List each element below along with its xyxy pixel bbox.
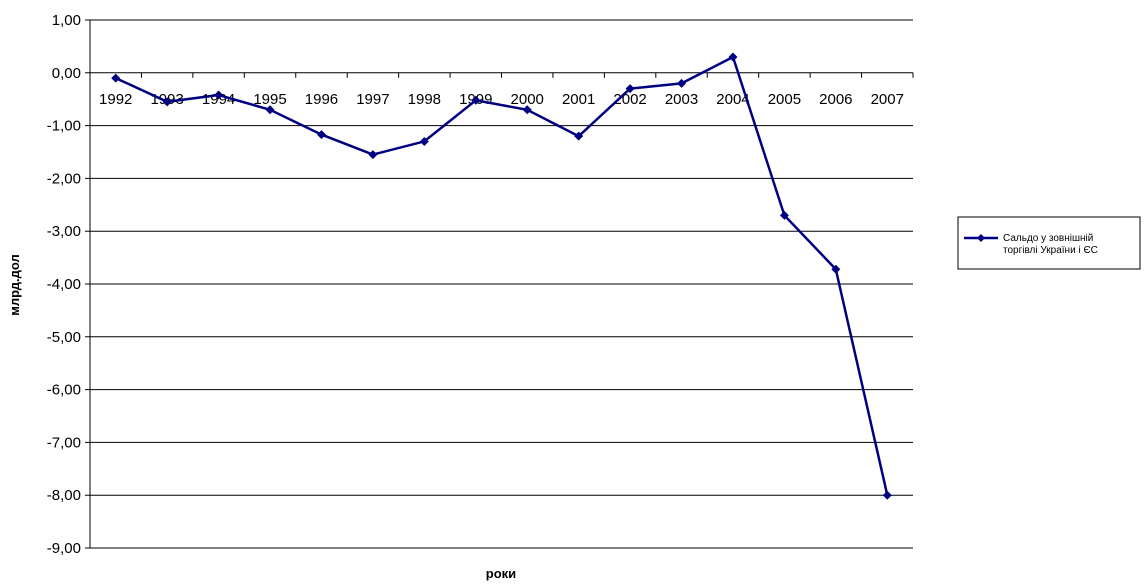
x-tick-label: 1998	[408, 91, 441, 108]
data-point-marker	[265, 105, 275, 115]
series-line	[115, 55, 889, 496]
data-point-marker	[214, 90, 224, 100]
legend-marker-swatch	[977, 234, 985, 242]
y-axis-title: млрд.дол	[7, 254, 22, 315]
x-tick-label: 1997	[356, 91, 389, 108]
y-tick-label: -6,00	[47, 382, 81, 399]
data-point-marker	[677, 78, 687, 88]
legend-label-line2: торгівлі України і ЄС	[1003, 245, 1098, 256]
y-tick-label: -1,00	[47, 118, 81, 135]
legend-box	[957, 216, 1141, 270]
x-tick-label: 2005	[768, 91, 801, 108]
data-point-marker	[316, 130, 326, 140]
y-tick-label: -4,00	[47, 276, 81, 293]
y-tick-label: 0,00	[52, 65, 81, 82]
x-axis-title: роки	[486, 566, 516, 581]
legend-label-line1: Сальдо у зовнішній	[1003, 233, 1093, 244]
y-tick-label: -8,00	[47, 487, 81, 504]
y-tick-label: 1,00	[52, 12, 81, 29]
data-point-marker	[831, 264, 841, 274]
data-point-marker	[419, 136, 429, 146]
data-point-marker	[471, 95, 481, 105]
data-point-marker	[162, 97, 172, 107]
x-tick-label: 2003	[665, 91, 698, 108]
x-tick-label: 2006	[819, 91, 852, 108]
data-point-marker	[522, 105, 532, 115]
data-point-marker	[368, 150, 378, 160]
x-tick-label: 1992	[99, 91, 132, 108]
x-tick-label: 1996	[305, 91, 338, 108]
legend: Сальдо у зовнішній торгівлі України і ЄС	[957, 216, 1141, 270]
x-tick-label: 2001	[562, 91, 595, 108]
x-tick-label: 2007	[871, 91, 904, 108]
x-tick-label: 2000	[511, 91, 544, 108]
gridlines	[85, 19, 913, 549]
y-tick-label: -5,00	[47, 329, 81, 346]
data-point-marker	[882, 490, 892, 500]
y-tick-label: -2,00	[47, 170, 81, 187]
data-point-marker	[779, 210, 789, 220]
data-point-marker	[574, 131, 584, 141]
series-markers	[111, 52, 892, 500]
data-point-marker	[111, 73, 121, 83]
y-tick-label: -9,00	[47, 540, 81, 557]
x-tick-labels: 1992199319941995199619971998199920002001…	[89, 72, 914, 108]
data-point-marker	[728, 52, 738, 62]
y-tick-labels: 1,00 0,00 -1,00 -2,00 -3,00 -4,00 -5,00 -6,00 -7…	[47, 12, 81, 557]
y-tick-label: -7,00	[47, 434, 81, 451]
y-tick-label: -3,00	[47, 223, 81, 240]
data-point-marker	[625, 84, 635, 94]
x-tick-label: 2004	[716, 91, 749, 108]
x-tick-label: 1995	[253, 91, 286, 108]
